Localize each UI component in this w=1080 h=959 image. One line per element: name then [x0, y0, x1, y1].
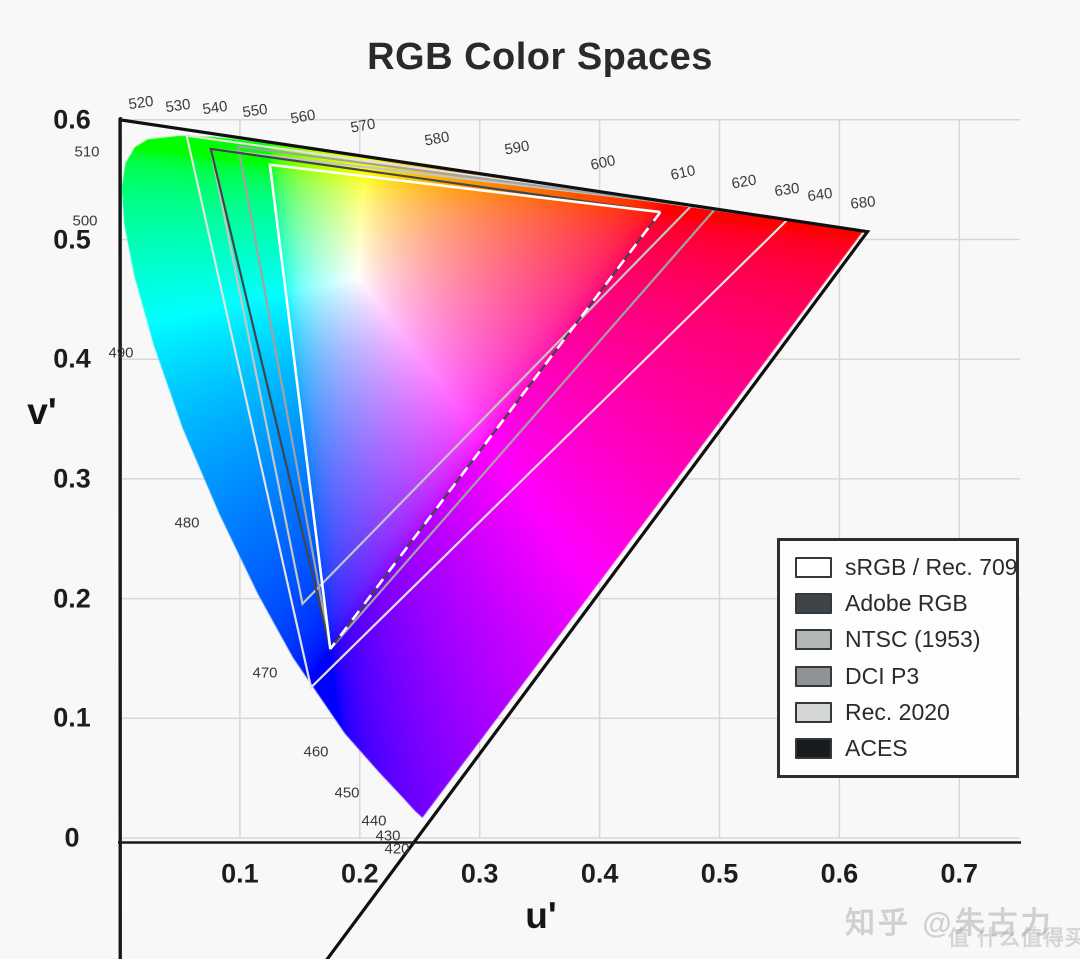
y-tick-label: 0.4: [53, 343, 91, 374]
y-tick-label: 0.2: [53, 583, 91, 614]
legend-swatch-adobe-rgb: [795, 593, 832, 615]
legend: sRGB / Rec. 709 Adobe RGB NTSC (1953) DCI P…: [777, 538, 1019, 778]
x-tick-label: 0.5: [700, 858, 739, 889]
wavelength-label: 470: [252, 664, 278, 682]
y-tick-label: 0.3: [53, 463, 91, 494]
gamut-triangle-rec-2020: [185, 134, 790, 690]
gamut-triangle-dci-p3: [236, 145, 718, 652]
x-tick-label: 0.2: [341, 858, 379, 889]
gamut-triangle-aces: [118, 117, 871, 959]
legend-label: NTSC (1953): [845, 626, 981, 653]
x-tick-label: 0.3: [460, 858, 499, 889]
wavelength-label: 490: [108, 344, 134, 362]
legend-label: DCI P3: [845, 662, 920, 689]
wavelength-label: 510: [74, 143, 100, 161]
wavelength-label: 640: [806, 184, 834, 206]
legend-label: ACES: [845, 734, 908, 761]
wavelength-label: 630: [773, 179, 801, 201]
wavelength-label: 420: [384, 840, 410, 858]
watermark-zhihu: 知乎 @朱古力: [845, 907, 1054, 940]
wavelength-label: 550: [241, 100, 269, 122]
y-tick-label: 0.5: [53, 224, 91, 254]
legend-item-ntsc-1953: NTSC (1953): [795, 626, 1016, 653]
legend-item-adobe-rgb: Adobe RGB: [795, 590, 1016, 617]
legend-item-rec-2020: Rec. 2020: [795, 699, 1016, 726]
legend-label: Rec. 2020: [845, 698, 950, 725]
y-tick-label: 0.6: [53, 104, 91, 135]
y-axis-label: v': [27, 391, 57, 432]
legend-swatch-rec-2020: [795, 701, 832, 723]
wavelength-label: 480: [174, 514, 200, 532]
legend-label: sRGB / Rec. 709: [845, 554, 1018, 581]
wavelength-label: 680: [849, 193, 877, 213]
wavelength-label: 540: [201, 97, 229, 119]
wavelength-label: 500: [72, 212, 98, 230]
y-tick-label: 0: [64, 822, 80, 853]
gamut-triangle-ntsc-1953: [209, 147, 695, 607]
wavelength-label: 440: [361, 812, 387, 830]
gamut-triangle-srgb-rec-709: [268, 163, 661, 650]
x-tick-label: 0.1: [221, 858, 259, 889]
legend-swatch-aces: [795, 737, 832, 759]
wavelength-label: 450: [334, 784, 360, 802]
page-title: RGB Color Spaces: [367, 36, 713, 78]
x-tick-label: 0.6: [820, 858, 859, 889]
wavelength-label: 530: [164, 95, 192, 117]
watermark-smzdm: 值 什么值得买: [948, 927, 1080, 950]
y-tick-label: 0.1: [53, 702, 91, 733]
legend-swatch-srgb-rec-709: [795, 557, 832, 579]
x-axis-label: u': [525, 895, 557, 936]
gamut-triangle-adobe-rgb: [209, 147, 663, 652]
legend-item-aces: ACES: [795, 735, 1016, 762]
legend-item-srgb-rec-709: sRGB / Rec. 709: [795, 554, 1018, 581]
wavelength-label: 460: [303, 743, 329, 761]
legend-item-dci-p3: DCI P3: [795, 663, 1016, 690]
x-tick-label: 0.4: [580, 858, 619, 889]
legend-swatch-ntsc-1953: [795, 629, 832, 651]
legend-swatch-dci-p3: [795, 665, 832, 687]
wavelength-label: 430: [375, 827, 401, 845]
x-tick-label: 0.7: [940, 858, 979, 889]
wavelength-label: 520: [127, 92, 155, 114]
legend-label: Adobe RGB: [845, 590, 968, 617]
